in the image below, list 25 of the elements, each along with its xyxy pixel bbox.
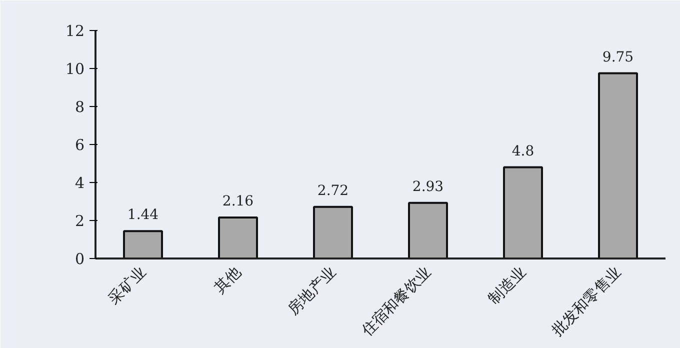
data-label: 4.8 bbox=[512, 143, 534, 160]
y-tick-label: 10 bbox=[65, 60, 85, 78]
x-tick-label: 房地产业 bbox=[284, 263, 340, 318]
bar bbox=[123, 230, 163, 258]
x-tick-label: 批发和零售业 bbox=[548, 263, 624, 340]
y-tick-label: 6 bbox=[74, 136, 85, 154]
data-label: 2.72 bbox=[317, 182, 349, 199]
x-tick-label: 制造业 bbox=[484, 263, 530, 308]
y-tick-label: 12 bbox=[65, 22, 85, 40]
data-label: 9.75 bbox=[602, 49, 634, 66]
data-label: 2.93 bbox=[412, 178, 444, 195]
bar bbox=[408, 202, 448, 258]
bar bbox=[503, 166, 543, 258]
x-tick-label: 采矿业 bbox=[104, 263, 150, 308]
y-tick-label: 2 bbox=[74, 212, 85, 230]
y-tick-label: 8 bbox=[74, 98, 85, 116]
data-label: 2.16 bbox=[222, 193, 254, 210]
x-tick-label: 住宿和餐饮业 bbox=[357, 263, 434, 340]
data-label: 1.44 bbox=[127, 207, 159, 224]
bar bbox=[313, 206, 353, 258]
y-tick-label: 0 bbox=[74, 250, 85, 268]
bar bbox=[598, 72, 638, 258]
x-tick-label: 其他 bbox=[210, 263, 244, 298]
bar bbox=[218, 216, 258, 258]
y-tick-label: 4 bbox=[74, 174, 85, 192]
